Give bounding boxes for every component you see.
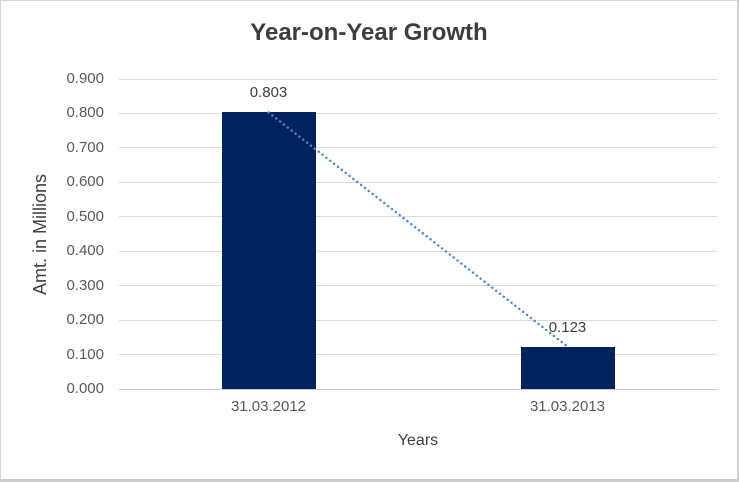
x-tick-label: 31.03.2012 xyxy=(230,398,307,415)
y-tick-label: 0.900 xyxy=(66,70,104,87)
bar-31.03.2013 xyxy=(520,346,615,389)
trendline xyxy=(267,111,569,348)
y-tick-label: 0.700 xyxy=(66,138,104,156)
x-axis-tick-labels: 31.03.2012 31.03.2013 xyxy=(119,397,717,417)
gridline xyxy=(119,250,717,252)
y-tick-label: 0.100 xyxy=(66,345,104,363)
gridline xyxy=(119,388,717,390)
y-axis-tick-labels: 0.900 0.800 0.700 0.600 0.500 0.400 0.300 0.200… xyxy=(1,70,104,397)
gridline xyxy=(119,354,717,356)
plot-area: 0.803 0.123 xyxy=(119,78,717,390)
data-label: 0.123 xyxy=(548,318,587,336)
y-tick-label: 0.500 xyxy=(66,207,104,225)
x-axis-title: Years xyxy=(397,432,439,449)
y-tick-label: 0.600 xyxy=(66,173,104,191)
gridline xyxy=(119,112,717,114)
gridline xyxy=(119,319,717,321)
gridline xyxy=(119,147,717,149)
y-tick-label: 0.200 xyxy=(66,311,104,329)
gridline xyxy=(119,216,717,218)
y-tick-label: 0.400 xyxy=(66,242,104,260)
gridline xyxy=(119,285,717,287)
y-tick-label: 0.800 xyxy=(66,104,104,122)
chart-title: Year-on-Year Growth xyxy=(250,19,488,46)
y-tick-label: 0.000 xyxy=(66,380,104,397)
data-label: 0.803 xyxy=(249,84,288,102)
y-tick-label: 0.300 xyxy=(66,276,104,294)
gridline xyxy=(119,181,717,183)
gridline xyxy=(119,78,717,80)
x-tick-label: 31.03.2013 xyxy=(529,398,606,415)
bar-31.03.2012 xyxy=(221,112,316,389)
